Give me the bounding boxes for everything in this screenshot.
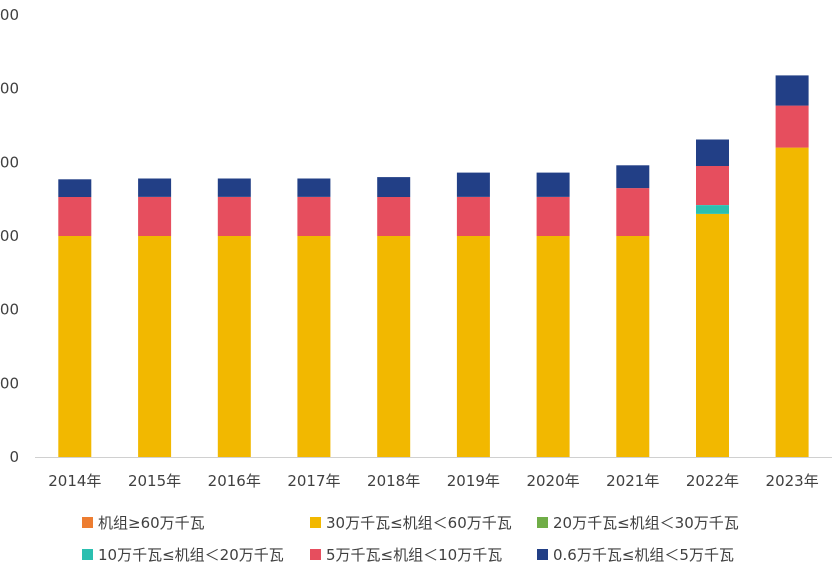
x-tick-label: 2016年 bbox=[208, 472, 261, 490]
y-tick-label: 00 bbox=[0, 6, 19, 24]
bar-segment-5-2017年 bbox=[297, 178, 331, 197]
bar-segment-1-2023年 bbox=[775, 147, 809, 457]
bar-segment-1-2017年 bbox=[297, 236, 331, 457]
bar-segment-1-2018年 bbox=[377, 236, 411, 457]
bar-stacks bbox=[58, 75, 809, 457]
bar-segment-1-2015年 bbox=[138, 236, 172, 457]
bar-segment-4-2017年 bbox=[297, 197, 331, 236]
bar-segment-5-2018年 bbox=[377, 177, 411, 197]
bar-segment-4-2018年 bbox=[377, 197, 411, 236]
bar-segment-3-2022年 bbox=[696, 205, 729, 214]
legend-swatch bbox=[537, 516, 548, 528]
y-tick-label: 0 bbox=[9, 448, 19, 466]
bar-segment-1-2022年 bbox=[696, 213, 729, 457]
bar-segment-4-2022年 bbox=[696, 166, 729, 205]
bar-segment-1-2019年 bbox=[456, 236, 490, 457]
x-tick-label: 2022年 bbox=[686, 472, 739, 490]
legend-swatch bbox=[537, 548, 548, 560]
bar-segment-4-2016年 bbox=[217, 197, 251, 236]
bar-segment-5-2023年 bbox=[775, 75, 809, 106]
legend-label: 机组≥60万千瓦 bbox=[98, 513, 205, 532]
bar-segment-4-2015年 bbox=[138, 197, 172, 236]
legend-swatch bbox=[82, 516, 93, 528]
x-tick-label: 2014年 bbox=[48, 472, 101, 490]
bar-segment-5-2019年 bbox=[456, 172, 490, 197]
legend-swatch bbox=[310, 548, 321, 560]
bar-segment-5-2015年 bbox=[138, 178, 172, 197]
legend-swatch bbox=[82, 548, 93, 560]
bar-segment-1-2020年 bbox=[536, 236, 570, 457]
chart-legend: 机组≥60万千瓦 30万千瓦≤机组＜60万千瓦 20万千瓦≤机组＜30万千瓦 10万千… bbox=[0, 505, 840, 573]
x-axis-tick-labels: 2014年 2015年 2016年 2017年 2018年 2019年 2020年 2021年… bbox=[48, 472, 818, 490]
bar-segment-4-2019年 bbox=[456, 197, 490, 236]
y-tick-label: 00 bbox=[0, 153, 19, 171]
bar-segment-4-2014年 bbox=[58, 197, 92, 236]
legend-item: 10万千瓦≤机组＜20万千瓦 bbox=[82, 541, 284, 567]
bar-segment-5-2021年 bbox=[616, 165, 650, 189]
bar-segment-4-2021年 bbox=[616, 188, 650, 236]
legend-label: 20万千瓦≤机组＜30万千瓦 bbox=[553, 513, 739, 532]
legend-item: 机组≥60万千瓦 bbox=[82, 509, 205, 535]
bar-segment-4-2020年 bbox=[536, 197, 570, 236]
bar-segment-5-2022年 bbox=[696, 139, 729, 166]
legend-item: 5万千瓦≤机组＜10万千瓦 bbox=[310, 541, 502, 567]
bar-segment-4-2023年 bbox=[775, 105, 809, 148]
legend-label: 5万千瓦≤机组＜10万千瓦 bbox=[326, 545, 503, 564]
y-tick-label: 00 bbox=[0, 301, 19, 319]
legend-item: 0.6万千瓦≤机组＜5万千瓦 bbox=[537, 541, 734, 567]
legend-item: 30万千瓦≤机组＜60万千瓦 bbox=[310, 509, 512, 535]
legend-item: 20万千瓦≤机组＜30万千瓦 bbox=[537, 509, 739, 535]
x-tick-label: 2017年 bbox=[287, 472, 340, 490]
x-tick-label: 2020年 bbox=[526, 472, 579, 490]
y-tick-label: 00 bbox=[0, 80, 19, 98]
x-tick-label: 2018年 bbox=[367, 472, 420, 490]
bar-segment-1-2021年 bbox=[616, 236, 650, 457]
bar-segment-5-2020年 bbox=[536, 172, 570, 197]
x-tick-label: 2021年 bbox=[606, 472, 659, 490]
legend-label: 30万千瓦≤机组＜60万千瓦 bbox=[326, 513, 512, 532]
bar-segment-1-2016年 bbox=[217, 236, 251, 457]
x-tick-label: 2015年 bbox=[128, 472, 181, 490]
legend-label: 0.6万千瓦≤机组＜5万千瓦 bbox=[553, 545, 734, 564]
bar-segment-1-2014年 bbox=[58, 236, 92, 457]
y-tick-label: 00 bbox=[0, 227, 19, 245]
x-tick-label: 2023年 bbox=[766, 472, 819, 490]
bar-segment-5-2016年 bbox=[217, 178, 251, 197]
y-tick-label: 00 bbox=[0, 374, 19, 392]
legend-swatch bbox=[310, 516, 321, 528]
legend-label: 10万千瓦≤机组＜20万千瓦 bbox=[98, 545, 284, 564]
bar-segment-5-2014年 bbox=[58, 179, 92, 197]
x-tick-label: 2019年 bbox=[447, 472, 500, 490]
